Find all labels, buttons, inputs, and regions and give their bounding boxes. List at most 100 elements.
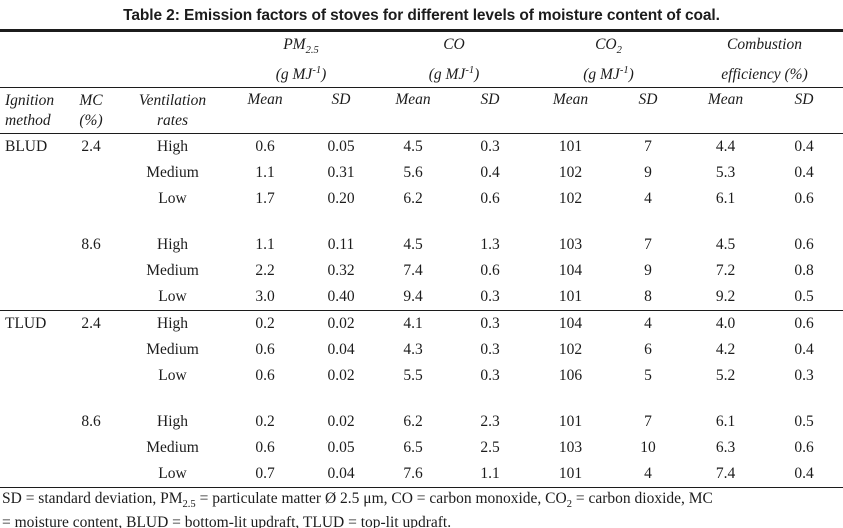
data-row: Low 0.6 0.02 5.5 0.3 106 5 5.2 0.3 [0,363,843,389]
cell-value: 0.4 [794,341,814,359]
cell-value: 9.4 [403,288,423,306]
spacer-cell [0,212,843,232]
cell-mc: 8.6 [81,236,101,254]
cell-value: 4.4 [715,138,736,156]
cell-value: 101 [558,465,583,483]
cell-value: 0.4 [480,164,500,182]
cell-ventilation: Low [158,288,187,306]
cell-value: 102 [558,164,583,182]
col-header-sd-ce: SD [765,87,843,135]
cell-value: 0.05 [327,439,355,457]
cell-value: 2.3 [480,413,500,431]
cell-value: 6 [644,341,652,359]
cell-value: 0.6 [480,262,500,280]
cell-value: 1.1 [480,465,500,483]
cell-value: 101 [558,413,583,431]
cell-mc [62,160,120,186]
data-row: TLUD 2.4 High 0.2 0.02 4.1 0.3 104 4 4.0 0.6 [0,310,843,338]
col-header-sd-co2: SD [610,87,686,135]
cell-ventilation: Medium [146,262,199,280]
cell-value: 0.05 [327,138,355,156]
cell-value: 103 [558,236,583,254]
cell-value: 1.7 [255,190,275,208]
cell-value: 7.2 [715,262,736,280]
cell-ignition-method [0,363,62,389]
data-row: Medium 0.6 0.04 4.3 0.3 102 6 4.2 0.4 [0,337,843,363]
cell-ignition-method [0,258,62,284]
cell-value: 5.2 [715,367,736,385]
cell-value: 9 [644,262,652,280]
cell-value: 4.3 [403,341,423,359]
cell-ignition-method: TLUD [0,310,62,338]
cell-value: 0.3 [480,138,500,156]
cell-mc [62,461,120,487]
cell-value: 5.6 [403,164,423,182]
col-header-ventilation-rates: Ventilation rates [120,87,225,135]
cell-value: 5 [644,367,652,385]
cell-value: 0.02 [327,367,355,385]
group-header-pm25: PM2.5 (g MJ-1) [225,30,377,89]
cell-value: 6.1 [715,190,736,208]
cell-value: 0.6 [765,310,843,338]
cell-value: 0.3 [480,341,500,359]
cell-value: 0.40 [327,288,355,306]
cell-value: 3.0 [255,288,275,306]
cell-ignition-method [0,409,62,435]
cell-value: 7 [644,138,652,156]
cell-value: 0.4 [794,465,814,483]
cell-value: 4.1 [377,310,449,338]
col-header-mean-co: Mean [377,87,449,135]
cell-mc: 8.6 [81,413,101,431]
cell-value: 102 [558,190,583,208]
col-header-mean-co2: Mean [531,87,610,135]
cell-value: 10 [640,439,656,457]
cell-value: 101 [558,288,583,306]
cell-ventilation: Medium [146,439,199,457]
cell-value: 0.6 [255,439,275,457]
cell-value: 0.6 [255,367,275,385]
table-body: BLUD 2.4 High 0.6 0.05 4.5 0.3 101 7 4.4 0.4 Medium… [0,134,843,488]
cell-value: 7.4 [715,465,736,483]
cell-value: 4 [644,190,652,208]
cell-value: 4.0 [686,310,765,338]
cell-value: 6.2 [403,190,423,208]
emissions-table: PM2.5 (g MJ-1) CO (g MJ-1) CO2 (g MJ-1) … [0,29,843,487]
cell-ventilation: Low [158,190,187,208]
cell-value: 4.5 [403,236,423,254]
cell-value: 101 [558,138,583,156]
cell-value: 0.5 [794,413,814,431]
spacer-row [0,212,843,232]
cell-value: 4.5 [715,236,736,254]
cell-value: 1.1 [255,236,275,254]
cell-mc [62,363,120,389]
data-row: BLUD 2.4 High 0.6 0.05 4.5 0.3 101 7 4.4 0.4 [0,134,843,161]
cell-ventilation: Medium [146,164,199,182]
cell-value: 9 [644,164,652,182]
spacer-cell [0,389,843,409]
cell-value: 5.5 [403,367,423,385]
cell-ignition-method [0,435,62,461]
cell-value: 6.5 [403,439,423,457]
cell-value: 2.2 [255,262,275,280]
cell-value: 0.20 [327,190,355,208]
cell-value: 1.3 [480,236,500,254]
cell-ventilation: High [157,413,188,431]
data-row: Medium 2.2 0.32 7.4 0.6 104 9 7.2 0.8 [0,258,843,284]
cell-value: 0.3 [480,367,500,385]
cell-value: 7.4 [403,262,423,280]
col-header-ignition-method: Ignition method [0,87,62,135]
cell-value: 9.2 [715,288,736,306]
group-header-co: CO (g MJ-1) [377,30,531,89]
col-header-mean-ce: Mean [686,87,765,135]
cell-value: 0.32 [327,262,355,280]
cell-value: 0.4 [794,138,814,156]
cell-value: 4 [610,310,686,338]
cell-value: 0.4 [794,164,814,182]
cell-value: 4.2 [715,341,736,359]
cell-value: 4 [644,465,652,483]
cell-ventilation: High [157,236,188,254]
col-header-mean-pm25: Mean [225,87,305,135]
cell-ignition-method [0,160,62,186]
table-footnote: SD = standard deviation, PM2.5 = particu… [0,487,843,528]
